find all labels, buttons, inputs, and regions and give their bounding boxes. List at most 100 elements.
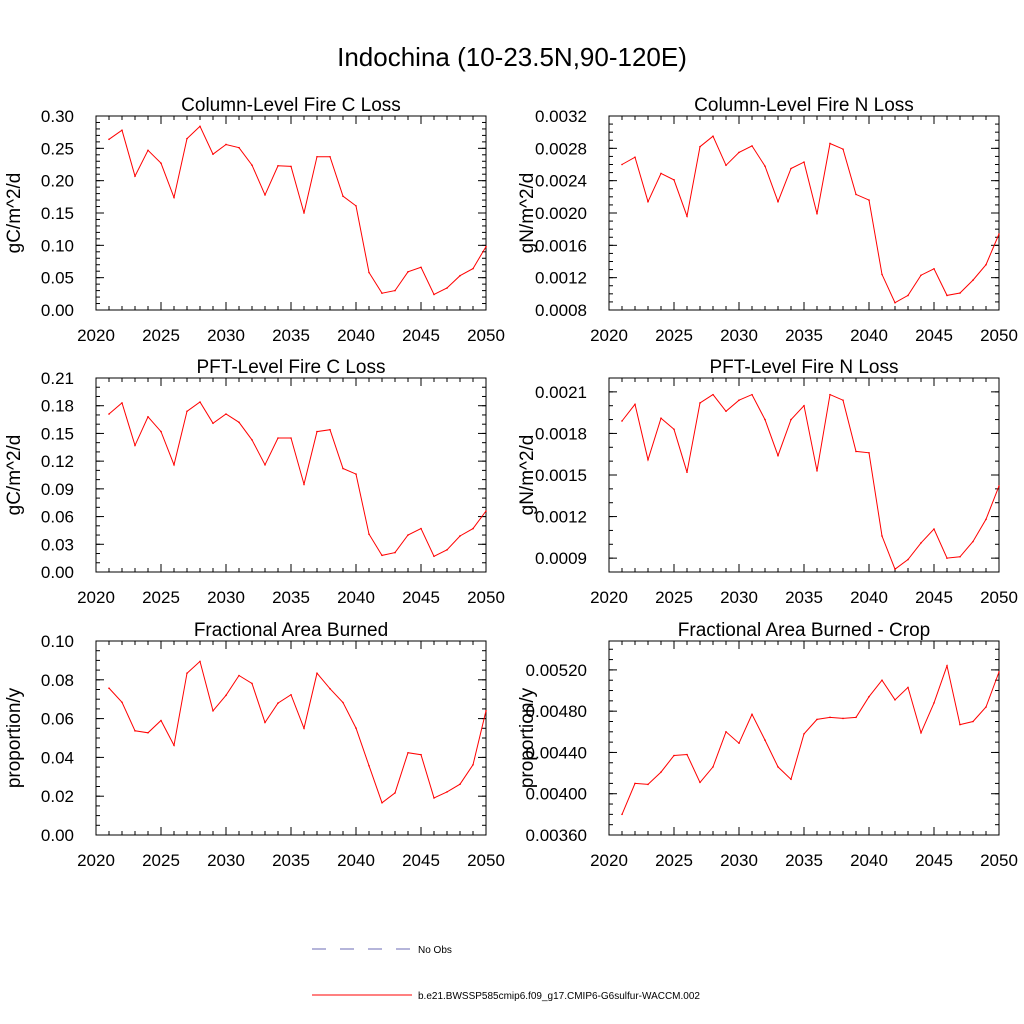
- data-point: [868, 199, 870, 201]
- y-tick-label: 0.09: [41, 480, 74, 499]
- x-tick-label: 2050: [980, 326, 1018, 345]
- data-point: [407, 271, 409, 273]
- data-point: [420, 753, 422, 756]
- data-point: [199, 401, 201, 403]
- x-tick-label: 2020: [590, 851, 628, 870]
- data-point: [907, 686, 909, 689]
- y-axis-label: proportion/y: [517, 687, 538, 788]
- data-point: [907, 558, 909, 561]
- data-point: [751, 145, 753, 147]
- y-tick-label: 0.00: [41, 563, 74, 582]
- data-point: [160, 162, 162, 165]
- data-point: [738, 399, 740, 401]
- data-point: [790, 167, 792, 170]
- data-point: [485, 510, 487, 512]
- data-point: [699, 402, 701, 404]
- x-tick-label: 2040: [337, 326, 375, 345]
- series-line: [621, 663, 1000, 815]
- data-point: [777, 766, 779, 768]
- figure-title: Indochina (10-23.5N,90-120E): [337, 42, 687, 72]
- data-point: [368, 271, 370, 274]
- y-tick-label: 0.0028: [535, 139, 587, 158]
- data-point: [881, 273, 883, 276]
- data-point: [381, 292, 383, 294]
- data-point: [238, 421, 240, 424]
- chart-panels: 0.00 0.05 0.10 0.15 0.20 0.25 0.30 2020 2025 2030…: [4, 95, 1018, 870]
- y-tick-label: 0.04: [41, 748, 74, 767]
- data-point: [803, 733, 805, 735]
- x-tick-label: 2035: [785, 326, 823, 345]
- data-point: [842, 717, 844, 720]
- data-point: [238, 146, 240, 149]
- data-point: [959, 292, 961, 294]
- data-point: [894, 699, 896, 701]
- y-tick-label: 0.18: [41, 397, 74, 416]
- data-point: [738, 151, 740, 154]
- data-point: [134, 175, 136, 177]
- data-point: [985, 263, 987, 266]
- y-tick-label: 0.10: [41, 632, 74, 651]
- data-point: [329, 428, 331, 431]
- x-tick-label: 2050: [980, 588, 1018, 607]
- y-tick-label: 0.05: [41, 269, 74, 288]
- data-point: [894, 568, 896, 571]
- y-tick-label: 0.0016: [535, 236, 587, 255]
- data-point: [777, 454, 779, 457]
- x-tick-label: 2045: [915, 851, 953, 870]
- y-tick-label: 0.0009: [535, 549, 587, 568]
- x-tick-label: 2040: [337, 588, 375, 607]
- data-point: [764, 165, 766, 167]
- data-point: [459, 535, 461, 537]
- x-tick-label: 2030: [720, 326, 758, 345]
- chart-panel: 0.0008 0.0012 0.0016 0.0020 0.0024 0.0028 0.00…: [517, 95, 1018, 345]
- y-tick-label: 0.00400: [526, 785, 587, 804]
- data-point: [316, 155, 318, 158]
- data-point: [946, 294, 948, 297]
- data-point: [920, 274, 922, 277]
- data-point: [264, 464, 266, 466]
- data-point: [868, 452, 870, 454]
- data-point: [173, 196, 175, 199]
- data-point: [329, 687, 331, 690]
- y-tick-label: 0.08: [41, 671, 74, 690]
- data-point: [647, 783, 649, 786]
- x-tick-label: 2030: [207, 326, 245, 345]
- data-point: [355, 727, 357, 729]
- data-point: [225, 413, 227, 415]
- data-point: [407, 534, 409, 536]
- y-axis-label: gN/m^2/d: [517, 173, 538, 254]
- panel-title: Fractional Area Burned - Crop: [678, 620, 930, 641]
- data-point: [660, 771, 662, 773]
- data-point: [264, 194, 266, 196]
- x-tick-label: 2025: [655, 851, 693, 870]
- data-point: [316, 672, 318, 675]
- data-point: [173, 464, 175, 466]
- chart-panel: 0.00360 0.00400 0.00440 0.00480 0.00520 2020 2…: [517, 620, 1018, 870]
- data-point: [725, 410, 727, 413]
- data-point: [751, 713, 753, 716]
- data-point: [134, 730, 136, 732]
- data-point: [699, 781, 701, 784]
- x-tick-label: 2035: [785, 588, 823, 607]
- data-point: [894, 301, 896, 304]
- data-point: [342, 701, 344, 704]
- data-point: [368, 533, 370, 535]
- data-point: [816, 213, 818, 215]
- data-point: [407, 751, 409, 754]
- data-point: [686, 215, 688, 218]
- x-tick-label: 2030: [207, 851, 245, 870]
- data-point: [342, 467, 344, 470]
- data-point: [108, 138, 110, 141]
- data-point: [290, 693, 292, 696]
- data-point: [121, 701, 123, 704]
- y-tick-label: 0.0020: [535, 204, 587, 223]
- data-point: [855, 193, 857, 196]
- y-tick-label: 0.06: [41, 508, 74, 527]
- y-tick-label: 0.10: [41, 236, 74, 255]
- data-point: [446, 791, 448, 793]
- series-line: [621, 135, 1000, 304]
- data-point: [829, 142, 831, 145]
- data-point: [647, 458, 649, 461]
- x-tick-label: 2035: [272, 326, 310, 345]
- data-point: [686, 753, 688, 756]
